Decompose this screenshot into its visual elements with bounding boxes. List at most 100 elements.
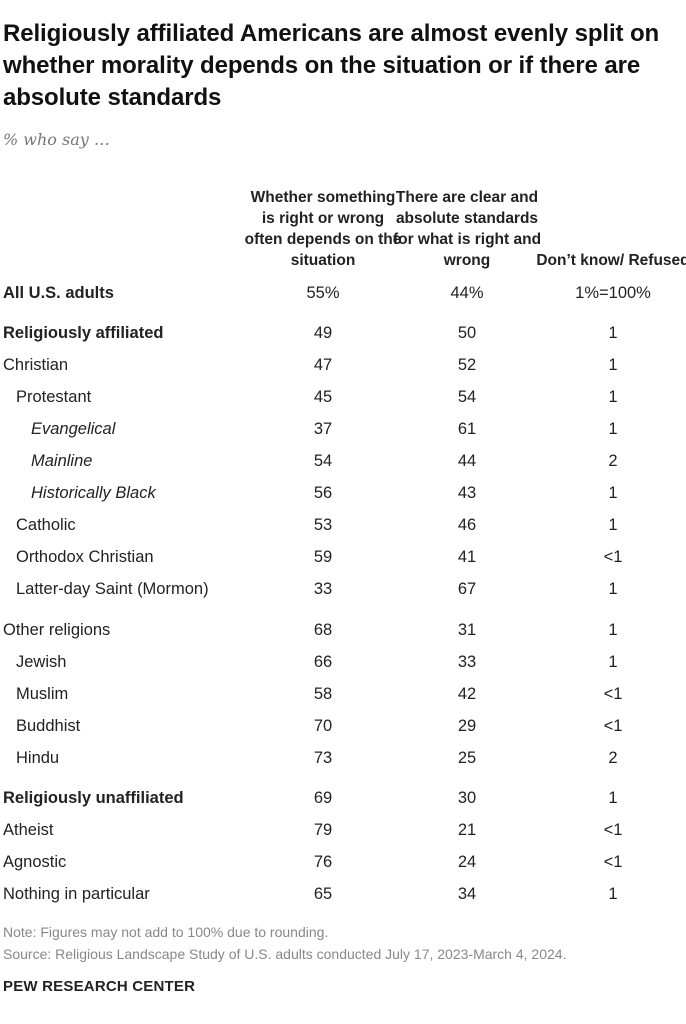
value-dont-know: 1 bbox=[608, 580, 618, 598]
table-row: Evangelical 37 61 1 bbox=[0, 417, 686, 449]
brand-logo-text: PEW RESEARCH CENTER bbox=[3, 978, 196, 995]
table-row: Orthodox Christian 59 41 <1 bbox=[0, 545, 686, 577]
value-absolute-standards: 31 bbox=[457, 621, 477, 639]
table-row: Buddhist 70 29 <1 bbox=[0, 714, 686, 746]
row-label: Mainline bbox=[31, 452, 93, 470]
value-dont-know: 1 bbox=[608, 789, 618, 807]
value-depends-on-situation: 49 bbox=[313, 324, 333, 342]
value-absolute-standards: 44 bbox=[457, 452, 477, 470]
value-absolute-standards: 44% bbox=[450, 284, 484, 302]
value-dont-know: 1 bbox=[608, 484, 618, 502]
column-header-depends-on-situation: Whether something is right or wrong ofte… bbox=[243, 170, 403, 271]
table-row: Other religions 68 31 1 bbox=[0, 618, 686, 650]
value-absolute-standards: 67 bbox=[457, 580, 477, 598]
value-absolute-standards: 41 bbox=[457, 548, 477, 566]
column-header-absolute-standards: There are clear and absolute standards f… bbox=[387, 170, 547, 271]
value-depends-on-situation: 55% bbox=[306, 284, 340, 302]
chart-subtitle: % who say … bbox=[3, 130, 110, 149]
table-row: Jewish 66 33 1 bbox=[0, 650, 686, 682]
value-dont-know: <1 bbox=[603, 548, 623, 566]
value-dont-know: <1 bbox=[603, 717, 623, 735]
table-row: Protestant 45 54 1 bbox=[0, 385, 686, 417]
value-absolute-standards: 43 bbox=[457, 484, 477, 502]
value-depends-on-situation: 47 bbox=[313, 356, 333, 374]
footnote: Note: Figures may not add to 100% due to… bbox=[3, 924, 329, 940]
chart-title: Religiously affiliated Americans are alm… bbox=[3, 20, 660, 111]
value-dont-know: 1 bbox=[608, 420, 618, 438]
table-row: All U.S. adults 55% 44% 1%=100% bbox=[0, 281, 686, 313]
value-dont-know: 1%=100% bbox=[575, 284, 651, 302]
row-label: Orthodox Christian bbox=[16, 548, 154, 566]
table-row: Agnostic 76 24 <1 bbox=[0, 850, 686, 882]
value-depends-on-situation: 56 bbox=[313, 484, 333, 502]
value-absolute-standards: 30 bbox=[457, 789, 477, 807]
column-header-text: Don’t know/ Refused bbox=[536, 252, 686, 269]
value-dont-know: <1 bbox=[603, 853, 623, 871]
source-note: Source: Religious Landscape Study of U.S… bbox=[3, 946, 567, 962]
value-depends-on-situation: 65 bbox=[313, 885, 333, 903]
row-label: Muslim bbox=[16, 685, 69, 703]
table-row: Christian 47 52 1 bbox=[0, 353, 686, 385]
value-depends-on-situation: 58 bbox=[313, 685, 333, 703]
row-label: Christian bbox=[3, 356, 69, 374]
value-absolute-standards: 42 bbox=[457, 685, 477, 703]
row-label: Atheist bbox=[3, 821, 54, 839]
row-label: Agnostic bbox=[3, 853, 67, 871]
row-label: Evangelical bbox=[31, 420, 116, 438]
value-dont-know: 1 bbox=[608, 885, 618, 903]
column-header-text: Whether something is right or wrong ofte… bbox=[244, 189, 402, 269]
value-absolute-standards: 61 bbox=[457, 420, 477, 438]
value-dont-know: 1 bbox=[608, 621, 618, 639]
table-row: Latter-day Saint (Mormon) 33 67 1 bbox=[0, 577, 686, 609]
table-row: Mainline 54 44 2 bbox=[0, 449, 686, 481]
column-header-dont-know: Don’t know/ Refused bbox=[533, 170, 686, 271]
value-absolute-standards: 52 bbox=[457, 356, 477, 374]
row-label: Jewish bbox=[16, 653, 67, 671]
value-dont-know: 1 bbox=[608, 388, 618, 406]
value-depends-on-situation: 37 bbox=[313, 420, 333, 438]
value-absolute-standards: 24 bbox=[457, 853, 477, 871]
value-depends-on-situation: 79 bbox=[313, 821, 333, 839]
row-label: Catholic bbox=[16, 516, 76, 534]
table-row: Historically Black 56 43 1 bbox=[0, 481, 686, 513]
value-dont-know: <1 bbox=[603, 821, 623, 839]
row-label: Other religions bbox=[3, 621, 111, 639]
table-row: Hindu 73 25 2 bbox=[0, 746, 686, 778]
value-depends-on-situation: 54 bbox=[313, 452, 333, 470]
value-depends-on-situation: 76 bbox=[313, 853, 333, 871]
table-row: Muslim 58 42 <1 bbox=[0, 682, 686, 714]
value-depends-on-situation: 66 bbox=[313, 653, 333, 671]
value-dont-know: 2 bbox=[608, 749, 618, 767]
value-dont-know: 1 bbox=[608, 356, 618, 374]
table-row: Religiously affiliated 49 50 1 bbox=[0, 321, 686, 353]
row-label: Buddhist bbox=[16, 717, 81, 735]
table-row: Nothing in particular 65 34 1 bbox=[0, 882, 686, 914]
value-dont-know: 1 bbox=[608, 516, 618, 534]
row-label: Historically Black bbox=[31, 484, 156, 502]
value-depends-on-situation: 69 bbox=[313, 789, 333, 807]
value-depends-on-situation: 53 bbox=[313, 516, 333, 534]
row-label: Hindu bbox=[16, 749, 60, 767]
value-absolute-standards: 29 bbox=[457, 717, 477, 735]
value-absolute-standards: 21 bbox=[457, 821, 477, 839]
value-dont-know: 2 bbox=[608, 452, 618, 470]
value-absolute-standards: 54 bbox=[457, 388, 477, 406]
table-row: Catholic 53 46 1 bbox=[0, 513, 686, 545]
value-absolute-standards: 50 bbox=[457, 324, 477, 342]
column-header-text: There are clear and absolute standards f… bbox=[392, 189, 542, 269]
value-depends-on-situation: 33 bbox=[313, 580, 333, 598]
value-dont-know: 1 bbox=[608, 653, 618, 671]
row-label: Religiously unaffiliated bbox=[3, 789, 184, 807]
value-depends-on-situation: 45 bbox=[313, 388, 333, 406]
value-absolute-standards: 34 bbox=[457, 885, 477, 903]
table-row: Religiously unaffiliated 69 30 1 bbox=[0, 786, 686, 818]
value-depends-on-situation: 73 bbox=[313, 749, 333, 767]
row-label: Latter-day Saint (Mormon) bbox=[16, 580, 209, 598]
value-absolute-standards: 33 bbox=[457, 653, 477, 671]
value-absolute-standards: 25 bbox=[457, 749, 477, 767]
value-dont-know: 1 bbox=[608, 324, 618, 342]
row-label: Religiously affiliated bbox=[3, 324, 164, 342]
value-depends-on-situation: 68 bbox=[313, 621, 333, 639]
value-depends-on-situation: 70 bbox=[313, 717, 333, 735]
row-label: Nothing in particular bbox=[3, 885, 150, 903]
